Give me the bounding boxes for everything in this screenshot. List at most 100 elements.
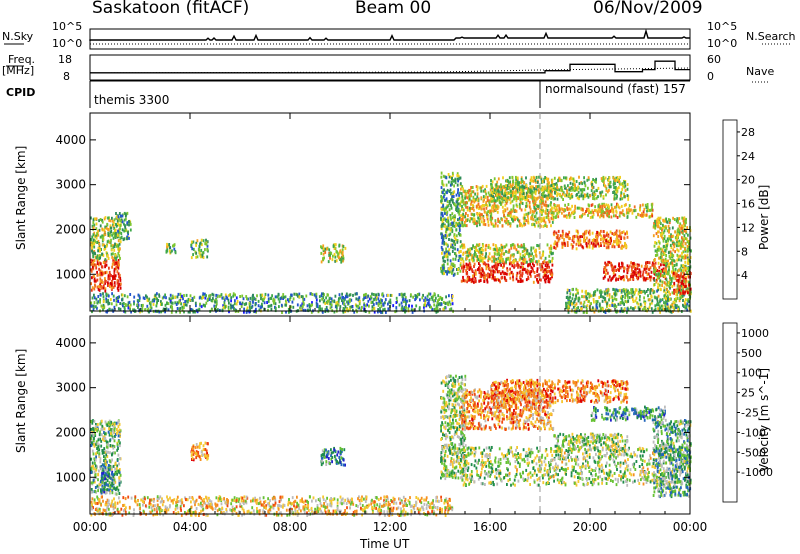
power-cell [512, 215, 515, 219]
power-cell [569, 207, 572, 211]
power-cell [496, 260, 499, 264]
power-cell [191, 297, 194, 301]
power-cell [478, 223, 481, 227]
power-cell [333, 300, 336, 304]
power-cell [551, 220, 554, 224]
power-cell [199, 302, 201, 306]
power-cell [510, 270, 513, 274]
power-cell [549, 277, 552, 281]
power-cell [452, 262, 455, 266]
power-cell [512, 258, 515, 262]
power-cell [511, 209, 514, 213]
power-cell [612, 243, 615, 247]
power-cell [112, 231, 115, 235]
power-cell [613, 240, 615, 243]
power-cell [687, 273, 690, 277]
power-cell [116, 281, 119, 285]
power-cell [408, 304, 410, 308]
power-cell [537, 220, 540, 224]
power-cell [592, 297, 595, 301]
power-cell [611, 232, 614, 236]
power-cell [665, 226, 667, 230]
power-cell [637, 292, 640, 296]
power-cell [462, 267, 465, 271]
power-cell [600, 214, 602, 218]
power-cell [230, 306, 232, 310]
power-cell [600, 229, 602, 233]
power-cell [657, 245, 660, 249]
power-cell [109, 241, 112, 245]
power-cell [536, 180, 539, 184]
power-cell [551, 217, 554, 221]
power-cell [546, 179, 549, 183]
power-cell [511, 199, 514, 203]
power-cell [118, 282, 120, 286]
power-cell [513, 264, 516, 268]
power-cell [605, 272, 607, 276]
power-cell [111, 292, 113, 296]
power-cell [524, 196, 527, 199]
power-cell [178, 299, 181, 303]
power-cell [595, 209, 597, 213]
power-cell [441, 251, 443, 255]
power-cell [585, 230, 588, 234]
power-cell [546, 196, 549, 200]
power-cell [459, 254, 462, 258]
power-cell [117, 307, 120, 311]
power-cell [533, 196, 536, 200]
power-cell [654, 307, 657, 311]
power-cell [187, 310, 190, 314]
power-cell [583, 295, 585, 299]
power-cell [512, 243, 515, 247]
power-cell [338, 293, 341, 297]
power-cell [591, 203, 594, 207]
power-cell [548, 254, 551, 258]
power-cell [560, 179, 563, 183]
power-cell [93, 296, 96, 300]
power-cell [560, 187, 563, 191]
power-cell [494, 265, 497, 269]
power-cell [530, 185, 533, 189]
power-cell [532, 280, 535, 284]
power-cell [650, 294, 653, 298]
power-cell [451, 198, 454, 202]
power-cell [115, 257, 117, 261]
power-cell [451, 171, 454, 175]
power-cell [684, 224, 686, 228]
power-cell [98, 267, 100, 271]
power-cell [667, 251, 670, 255]
power-cell [111, 275, 114, 279]
power-cell [663, 258, 666, 262]
power-cell [604, 211, 607, 215]
power-cell [440, 236, 443, 240]
power-cell [174, 251, 177, 255]
power-cell [474, 219, 476, 223]
power-cell [638, 263, 640, 267]
power-cell [249, 296, 252, 300]
power-cell [459, 182, 462, 186]
power-cell [604, 292, 606, 296]
power-cell [450, 243, 453, 247]
power-cell [575, 186, 578, 190]
power-cell [525, 184, 528, 187]
power-cell [440, 171, 443, 175]
power-cell [505, 243, 508, 247]
power-cell [627, 289, 629, 293]
power-cell [647, 208, 649, 212]
power-cell [507, 196, 509, 200]
power-cell [189, 298, 191, 302]
power-cell [352, 308, 354, 312]
power-cell [483, 219, 486, 223]
power-cell [108, 228, 110, 232]
power-cell [662, 253, 665, 256]
power-cell [522, 245, 525, 249]
power-cell [146, 304, 149, 308]
freq-strip-frame [89, 54, 691, 81]
power-cell [537, 188, 540, 192]
power-cell [284, 303, 287, 307]
power-cell [484, 248, 487, 252]
power-cell [568, 306, 571, 310]
power-cell [93, 293, 95, 297]
power-cell [576, 291, 579, 295]
power-cell [451, 294, 454, 298]
